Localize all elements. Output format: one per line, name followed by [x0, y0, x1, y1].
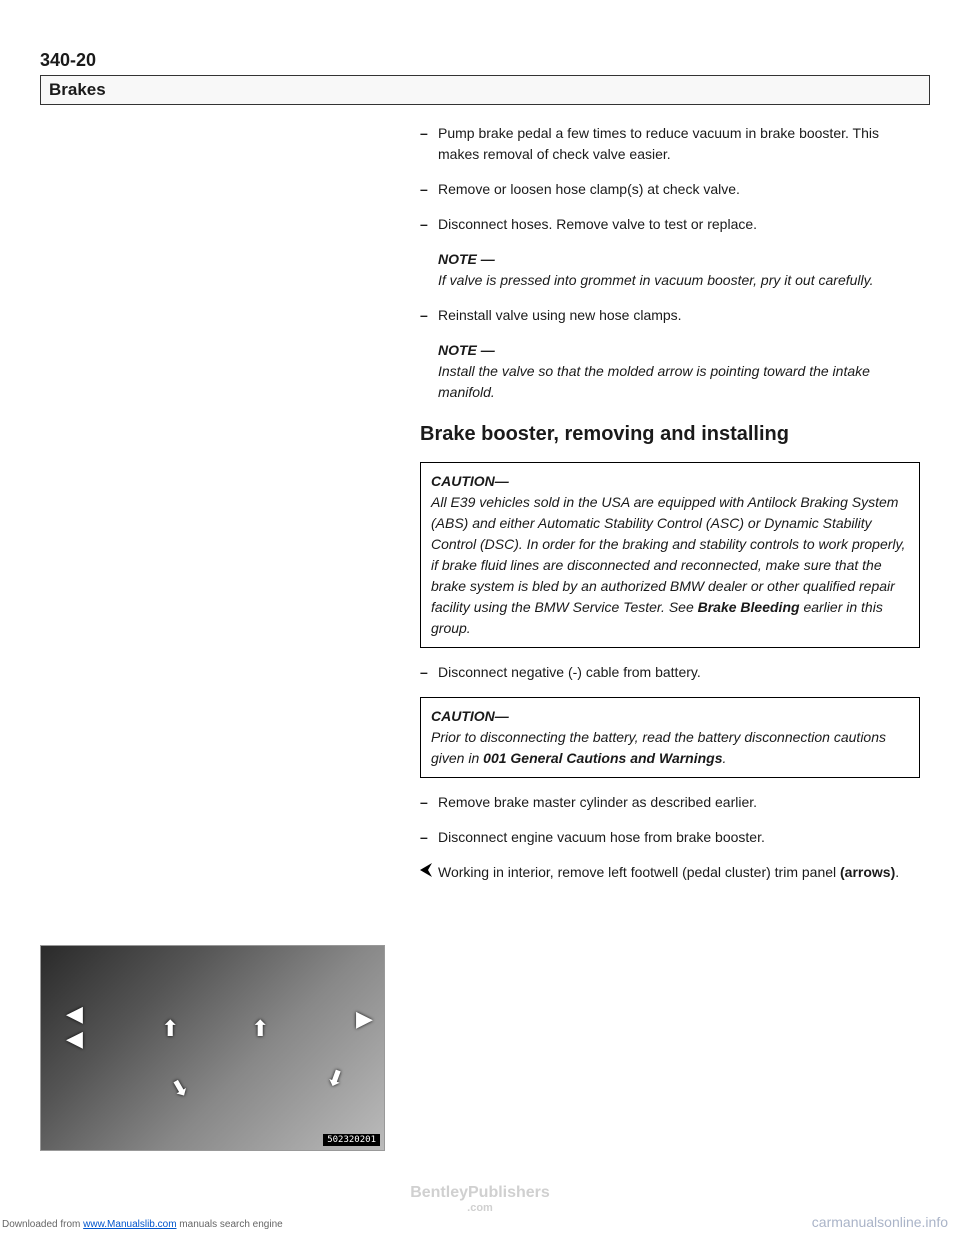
watermark-line: BentleyPublishers	[410, 1184, 550, 1201]
step-item: – Pump brake pedal a few times to reduce…	[420, 123, 920, 165]
note-text: If valve is pressed into grommet in vacu…	[438, 270, 920, 291]
page-number: 340-20	[40, 50, 930, 71]
step-text: Disconnect hoses. Remove valve to test o…	[438, 214, 920, 235]
indicator-arrow-icon: ⬇	[322, 1064, 348, 1095]
footer-text: manuals search engine	[177, 1219, 283, 1230]
caution-box: CAUTION— All E39 vehicles sold in the US…	[420, 462, 920, 648]
main-content: – Pump brake pedal a few times to reduce…	[420, 123, 930, 883]
indicator-arrow-icon: ◀	[66, 1026, 83, 1052]
dash-icon: –	[420, 123, 438, 165]
caution-bold: 001 General Cautions and Warnings	[483, 750, 722, 766]
caution-text-part: .	[723, 750, 727, 766]
note-label: NOTE —	[438, 340, 920, 361]
footer-text: Downloaded from	[2, 1219, 83, 1230]
caution-bold: Brake Bleeding	[698, 599, 800, 615]
step-item: – Disconnect hoses. Remove valve to test…	[420, 214, 920, 235]
arrow-step-text: Working in interior, remove left footwel…	[438, 862, 899, 883]
indicator-arrow-icon: ◀	[66, 1001, 83, 1027]
section-heading: Brake booster, removing and installing	[420, 423, 920, 446]
dash-icon: –	[420, 827, 438, 848]
caution-label: CAUTION—	[431, 473, 509, 489]
step-text: Remove brake master cylinder as describe…	[438, 792, 920, 813]
indicator-arrow-icon: ▶	[356, 1006, 373, 1032]
manualslib-link[interactable]: www.Manualslib.com	[83, 1219, 176, 1230]
step-item: – Reinstall valve using new hose clamps.	[420, 305, 920, 326]
dash-icon: –	[420, 662, 438, 683]
step-item: – Remove brake master cylinder as descri…	[420, 792, 920, 813]
caution-text: Prior to disconnecting the battery, read…	[431, 729, 886, 766]
note-block: NOTE — If valve is pressed into grommet …	[438, 249, 920, 291]
note-text: Install the valve so that the molded arr…	[438, 361, 920, 403]
dash-icon: –	[420, 305, 438, 326]
note-label: NOTE —	[438, 249, 920, 270]
pedal-cluster-figure: ◀ ◀ ⬆ ⬆ ▶ ⬇ ⬇ 502320201	[40, 945, 385, 1151]
step-item: – Disconnect negative (-) cable from bat…	[420, 662, 920, 683]
figure-id-label: 502320201	[323, 1134, 380, 1146]
indicator-arrow-icon: ⬆	[251, 1016, 269, 1042]
dash-icon: –	[420, 214, 438, 235]
footer-download-note: Downloaded from www.Manualslib.com manua…	[2, 1219, 283, 1230]
step-item: – Remove or loosen hose clamp(s) at chec…	[420, 179, 920, 200]
caution-text-part: All E39 vehicles sold in the USA are equ…	[431, 494, 905, 615]
arrow-step: Working in interior, remove left footwel…	[420, 862, 920, 883]
caution-label: CAUTION—	[431, 708, 509, 724]
step-bold: (arrows)	[840, 864, 895, 880]
dash-icon: –	[420, 792, 438, 813]
step-item: – Disconnect engine vacuum hose from bra…	[420, 827, 920, 848]
footer-site-watermark: carmanualsonline.info	[812, 1214, 948, 1230]
caution-box: CAUTION— Prior to disconnecting the batt…	[420, 697, 920, 778]
step-text: Remove or loosen hose clamp(s) at check …	[438, 179, 920, 200]
header-title-box: Brakes	[40, 75, 930, 105]
step-text: Reinstall valve using new hose clamps.	[438, 305, 920, 326]
indicator-arrow-icon: ⬆	[161, 1016, 179, 1042]
step-text: Pump brake pedal a few times to reduce v…	[438, 123, 920, 165]
step-text-part: Working in interior, remove left footwel…	[438, 864, 840, 880]
dash-icon: –	[420, 179, 438, 200]
step-text-part: .	[895, 864, 899, 880]
step-text: Disconnect engine vacuum hose from brake…	[438, 827, 920, 848]
publisher-watermark: BentleyPublishers .com	[410, 1184, 550, 1214]
triangle-arrow-icon	[420, 862, 438, 883]
step-text: Disconnect negative (-) cable from batte…	[438, 662, 920, 683]
watermark-line: .com	[410, 1202, 550, 1214]
note-block: NOTE — Install the valve so that the mol…	[438, 340, 920, 403]
caution-text: All E39 vehicles sold in the USA are equ…	[431, 494, 905, 636]
indicator-arrow-icon: ⬇	[166, 1073, 195, 1105]
